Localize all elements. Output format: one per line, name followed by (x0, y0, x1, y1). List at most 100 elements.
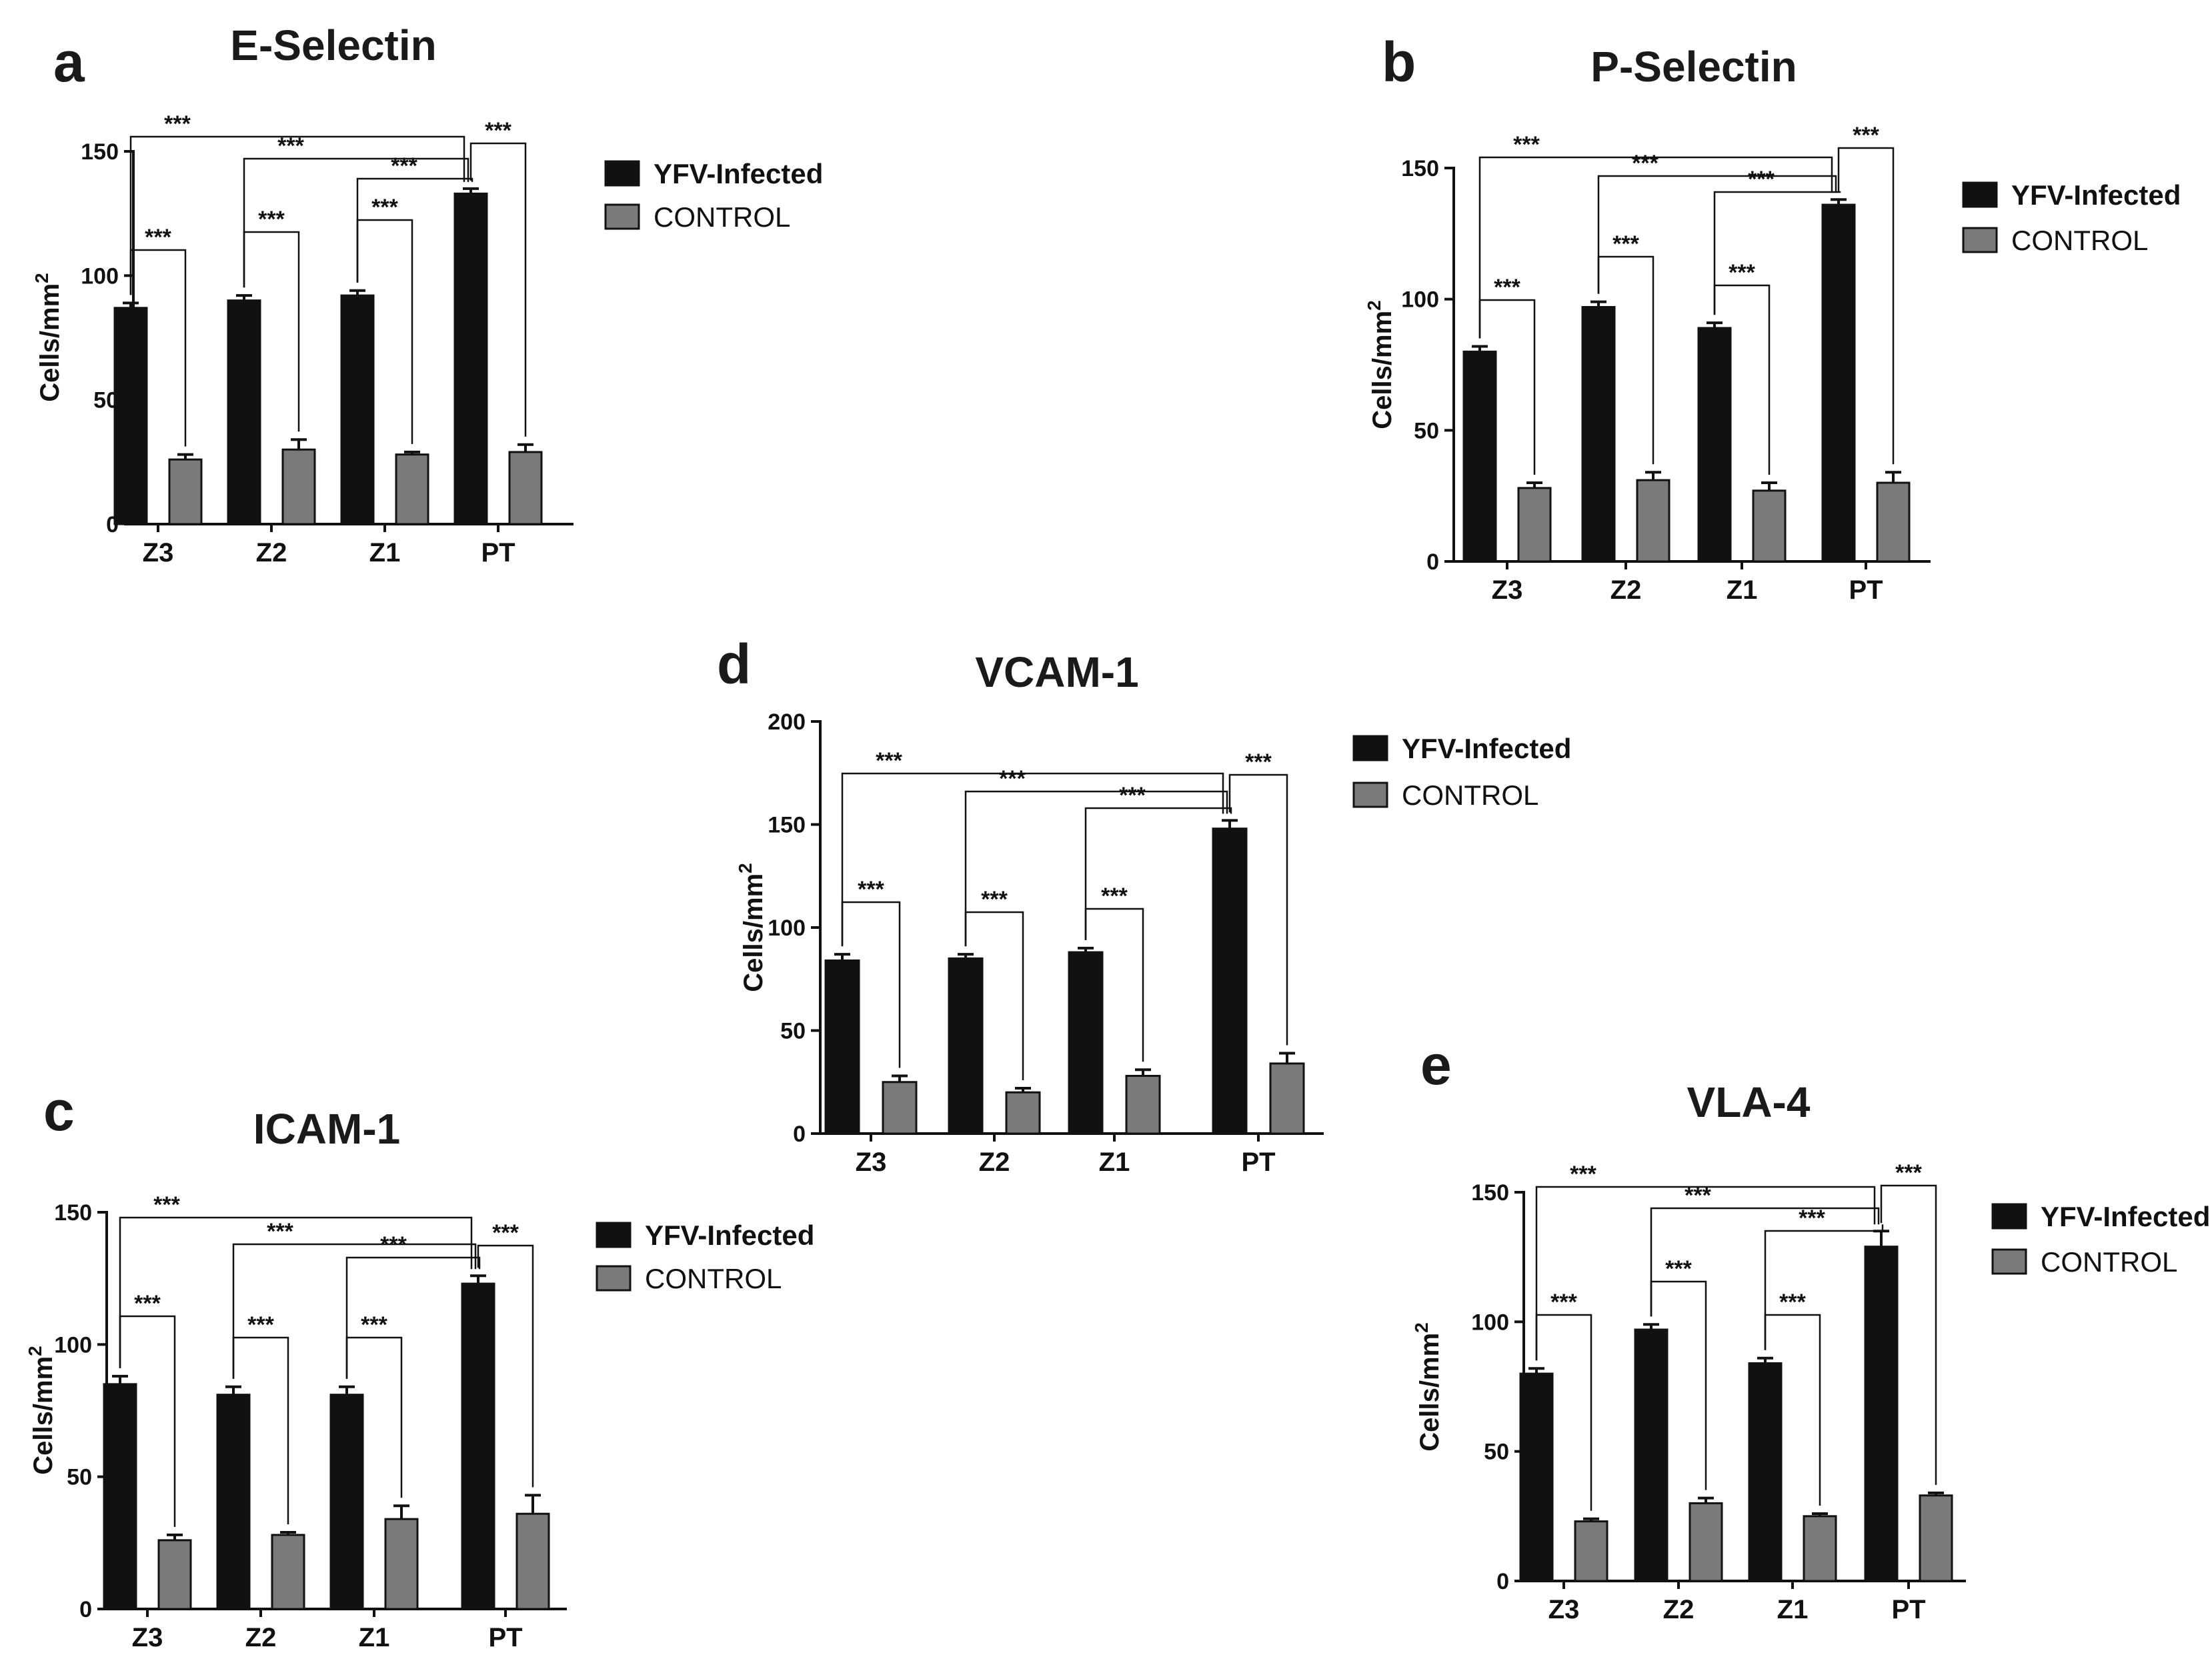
significance-label: *** (1665, 1256, 1692, 1282)
x-tick-label: Z3 (1492, 575, 1523, 605)
panel-letter: a (53, 31, 85, 93)
y-axis-label: Cells/mm2 (735, 863, 768, 992)
x-tick-label: Z2 (245, 1623, 277, 1652)
legend-label: CONTROL (1402, 779, 1538, 811)
significance-label: *** (981, 887, 1008, 912)
panel-letter: c (43, 1080, 75, 1142)
y-axis-label-text: Cells/mm (29, 1356, 58, 1475)
significance-bracket (1084, 807, 1232, 940)
chart-panel-c: c ICAM-1 0 50 100 150 Cells/mm2 Z3 Z2 Z1 PT *** *** *… (25, 1080, 814, 1652)
bar-control-z2 (281, 448, 316, 525)
x-tick-label: PT (1849, 575, 1883, 605)
y-tick-label: 100 (81, 263, 119, 289)
x-tick-label: PT (481, 538, 515, 567)
bar-control-z2 (1636, 479, 1671, 563)
y-tick-label: 150 (1401, 156, 1439, 181)
chart-title: E-Selectin (230, 21, 436, 69)
y-tick-label: 50 (780, 1019, 806, 1044)
y-tick-label: 50 (67, 1465, 92, 1490)
x-tick-label: Z1 (359, 1623, 390, 1652)
bar-infected-pt (1212, 827, 1248, 1135)
y-tick-label: 100 (768, 916, 806, 941)
significance-label: *** (134, 1291, 161, 1316)
bar-infected-z3 (103, 1383, 137, 1610)
x-tick-label: Z3 (143, 538, 174, 567)
y-tick-label: 0 (1426, 549, 1439, 575)
bar-control-pt (1919, 1494, 1953, 1582)
legend-swatch-control (1991, 1248, 2027, 1275)
legend-label: CONTROL (2011, 225, 2148, 256)
bar-infected-z2 (1581, 305, 1616, 563)
legend-label: YFV-Infected (654, 158, 823, 189)
bar-control-z3 (882, 1081, 918, 1135)
x-tick-label: Z2 (256, 538, 287, 567)
y-axis-label-superscript: 2 (1364, 300, 1384, 311)
x-tick-label: Z1 (1777, 1595, 1809, 1624)
significance-label: *** (1685, 1183, 1711, 1208)
chart-panel-d: d VCAM-1 0 50 100 150 200 Cells/mm2 Z3 Z2 Z1 PT *** *… (717, 633, 1571, 1177)
significance-bracket (1597, 175, 1837, 294)
x-tick-label: PT (1241, 1148, 1275, 1177)
significance-label: *** (145, 225, 171, 250)
bar-infected-z3 (1462, 350, 1497, 563)
bar-infected-z2 (227, 299, 261, 525)
panel-letter: d (717, 633, 751, 695)
y-axis-label-superscript: 2 (1411, 1322, 1432, 1333)
y-axis-label-superscript: 2 (735, 863, 756, 874)
x-tick-label: PT (1891, 1595, 1925, 1624)
significance-label: *** (1779, 1290, 1806, 1315)
significance-bracket (1880, 1184, 1937, 1485)
significance-label: *** (1895, 1160, 1922, 1186)
chart-title: VLA-4 (1687, 1078, 1811, 1126)
significance-label: *** (1632, 151, 1658, 176)
significance-label: *** (876, 748, 902, 773)
bar-infected-z1 (1697, 327, 1732, 563)
legend-swatch-infected (604, 160, 640, 187)
legend-label: YFV-Infected (2041, 1201, 2210, 1232)
chart-panel-b: b P-Selectin 0 50 100 150 Cells/mm2 Z3 Z2 Z1 PT ***… (1364, 31, 2181, 605)
legend-swatch-infected (1962, 181, 1998, 208)
y-axis-label: Cells/mm2 (31, 273, 65, 401)
significance-bracket (1478, 156, 1833, 339)
significance-label: *** (858, 877, 884, 902)
bar-control-z3 (157, 1539, 192, 1610)
bar-infected-z2 (1634, 1328, 1669, 1582)
legend-swatch-infected (1352, 735, 1388, 761)
y-tick-label: 100 (54, 1332, 92, 1358)
significance-label: *** (1748, 167, 1775, 192)
significance-label: *** (999, 766, 1026, 791)
significance-label: *** (371, 195, 398, 220)
legend-label: CONTROL (645, 1263, 782, 1294)
bar-control-z1 (1752, 489, 1787, 563)
y-tick-label: 0 (1496, 1569, 1509, 1594)
y-axis-label-text: Cells/mm (739, 874, 768, 992)
x-tick-label: Z2 (1610, 575, 1642, 605)
significance-label: *** (1513, 132, 1540, 157)
legend-swatch-control (1352, 781, 1388, 808)
significance-label: *** (1245, 749, 1272, 775)
bar-infected-pt (461, 1282, 495, 1610)
bar-control-pt (508, 451, 543, 525)
bar-infected-pt (1864, 1246, 1899, 1582)
bar-infected-z3 (1519, 1372, 1554, 1582)
significance-label: *** (1119, 783, 1146, 808)
y-tick-label: 150 (1471, 1180, 1509, 1206)
significance-bracket (119, 1216, 473, 1368)
y-axis-label-text: Cells/mm (1415, 1333, 1444, 1452)
y-tick-label: 0 (79, 1597, 92, 1622)
y-axis-label-text: Cells/mm (1368, 311, 1397, 429)
chart-title: ICAM-1 (253, 1105, 400, 1153)
x-tick-label: Z3 (1548, 1595, 1580, 1624)
significance-bracket (1650, 1207, 1880, 1317)
bar-control-z1 (384, 1518, 419, 1610)
bar-infected-z3 (824, 959, 860, 1135)
significance-label: *** (153, 1192, 180, 1218)
legend-swatch-control (1962, 227, 1998, 253)
bar-control-z2 (1689, 1502, 1723, 1582)
bar-control-z1 (1803, 1515, 1837, 1582)
bar-infected-pt (453, 192, 488, 525)
bar-infected-z1 (329, 1394, 364, 1610)
significance-label: *** (1570, 1162, 1596, 1187)
